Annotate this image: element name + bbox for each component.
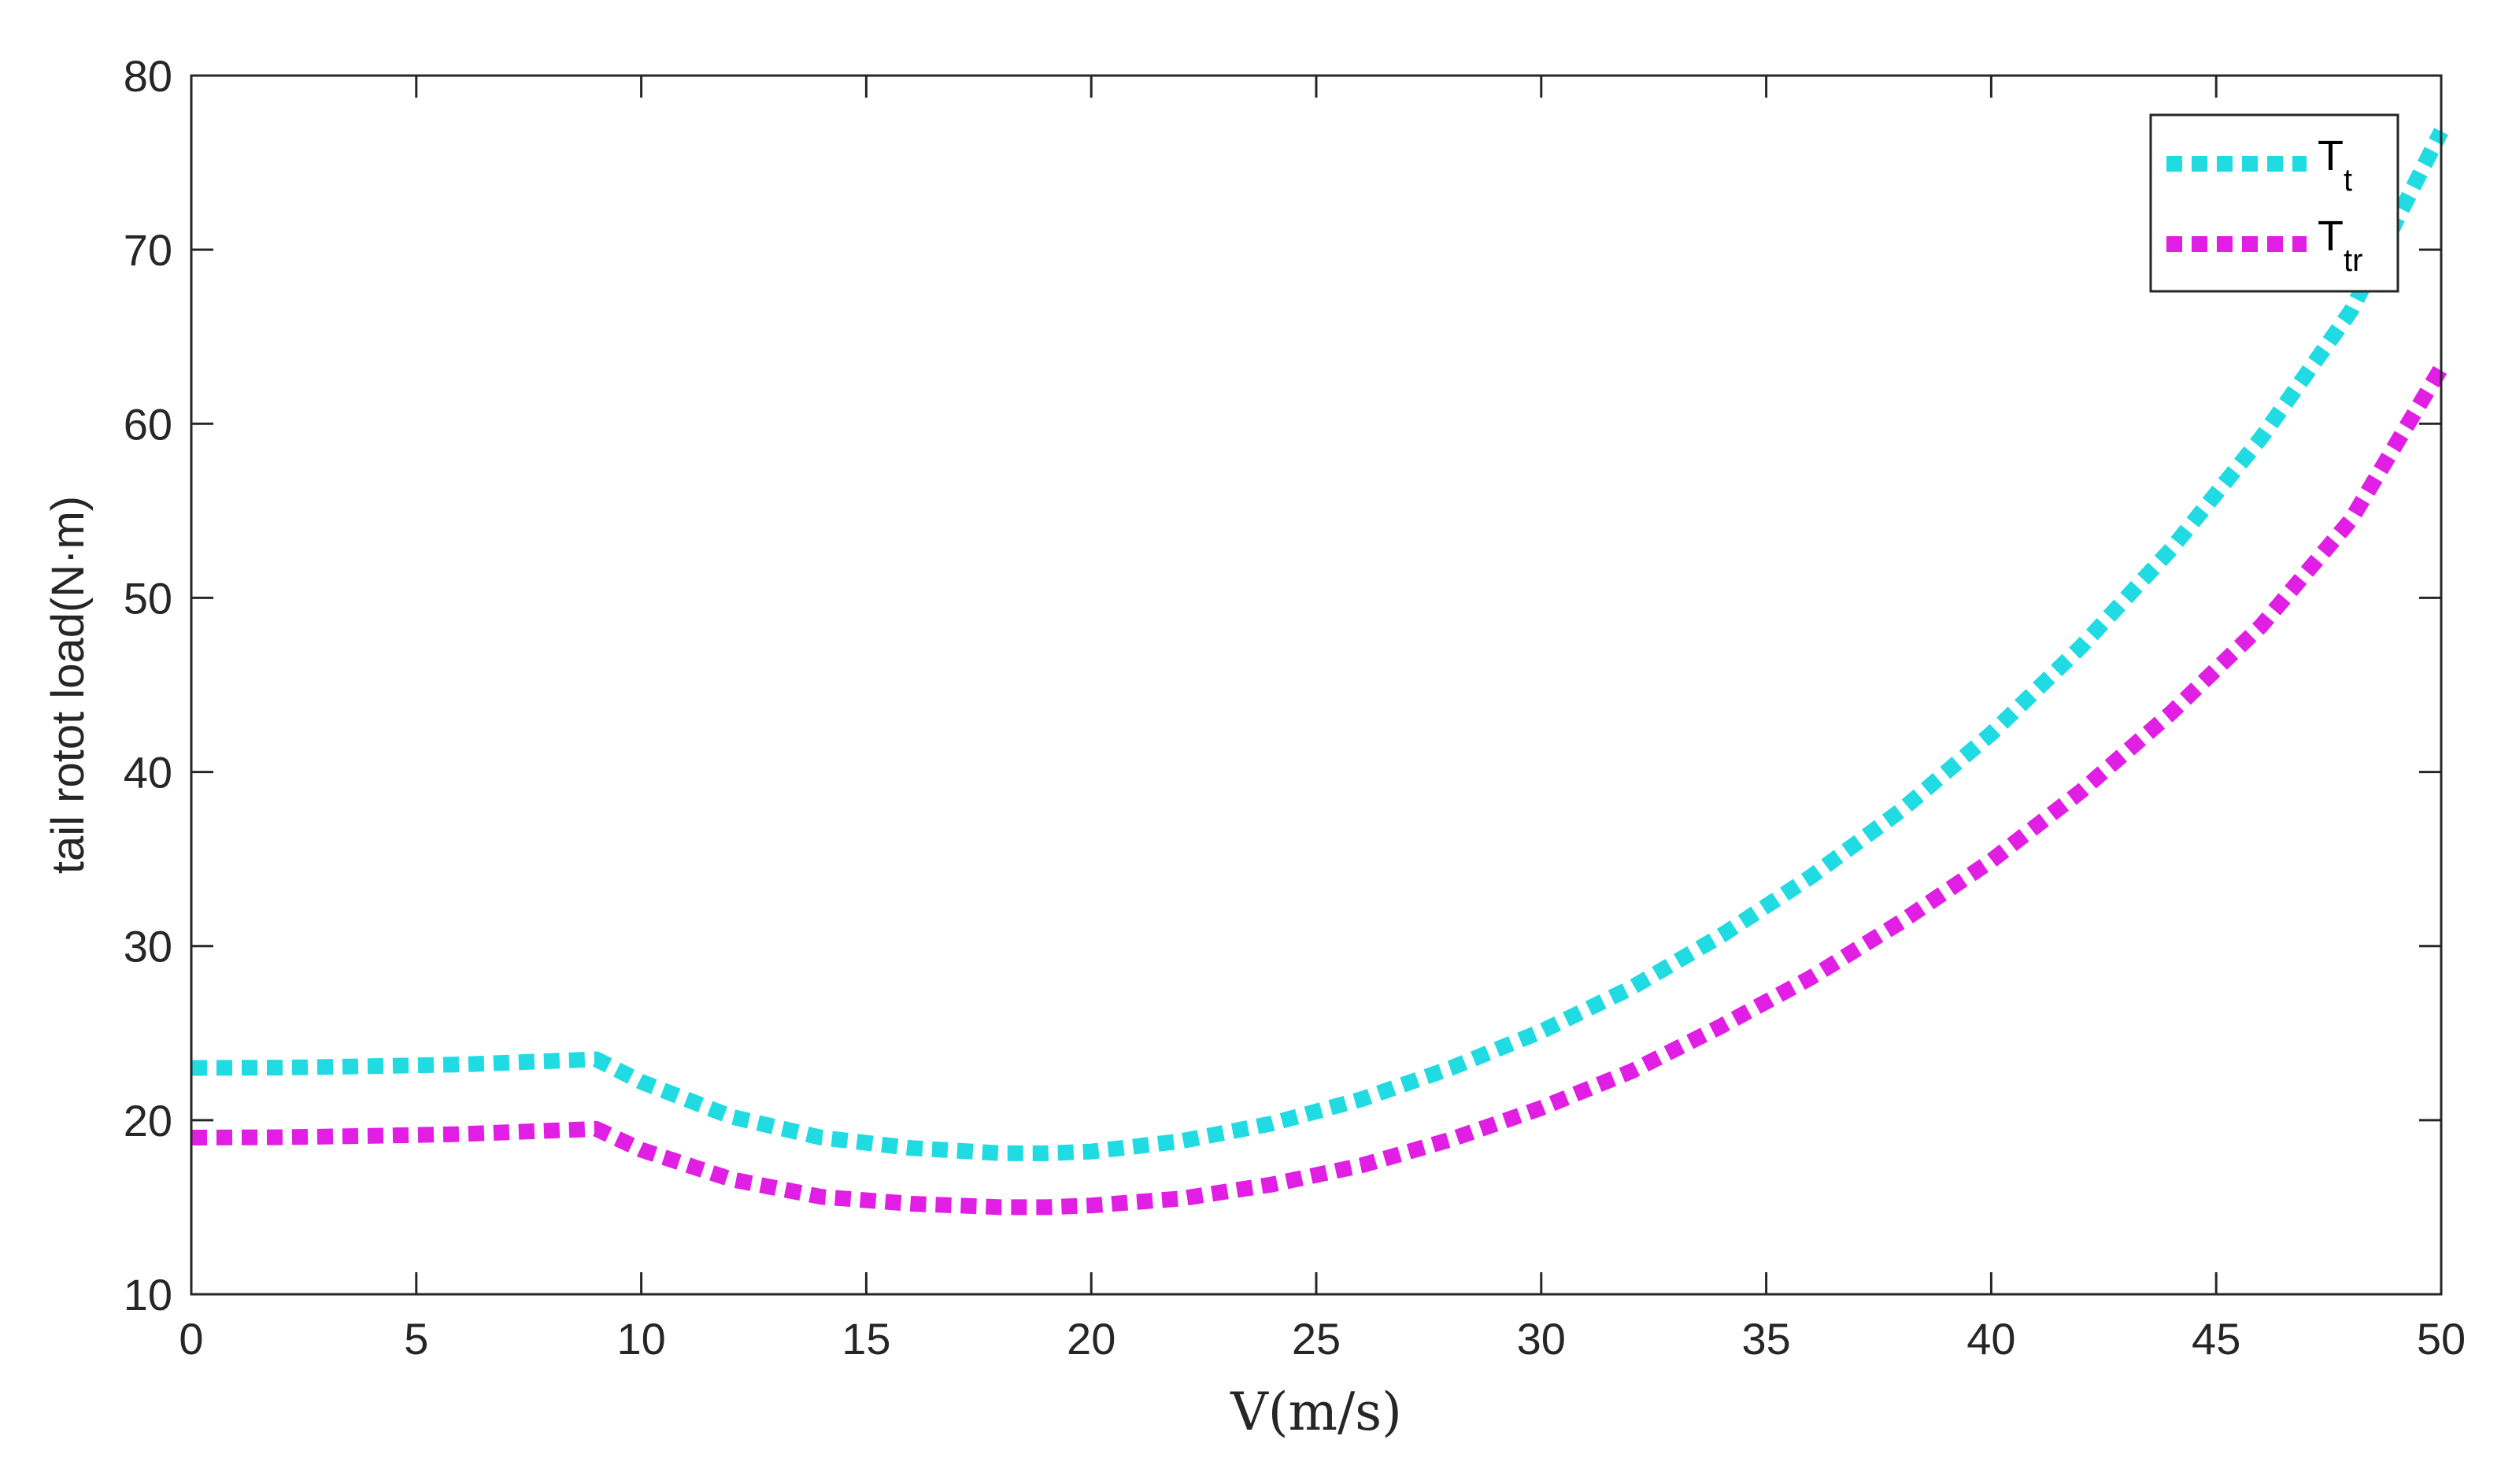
x-tick-label: 25 [1292, 1314, 1341, 1364]
x-tick-label: 50 [2417, 1314, 2466, 1364]
x-tick-label: 45 [2192, 1314, 2240, 1364]
series-line-ttr [191, 364, 2448, 1216]
x-tick-label: 0 [179, 1314, 203, 1364]
x-tick-label: 40 [1966, 1314, 2015, 1364]
y-axis: 10 20 30 40 50 60 70 80 [124, 51, 2441, 1319]
x-tick-label: 15 [842, 1314, 890, 1364]
y-tick-label: 30 [124, 922, 172, 971]
y-tick-label: 10 [124, 1270, 172, 1319]
y-tick-label: 20 [124, 1096, 172, 1145]
x-tick-label: 30 [1517, 1314, 1566, 1364]
y-tick-label: 50 [124, 573, 172, 623]
x-tick-label: 10 [616, 1314, 665, 1364]
y-axis-label: tail rotot load(N·m) [43, 496, 94, 874]
plot-background [191, 76, 2441, 1294]
series-layer [191, 128, 2448, 1216]
y-tick-label: 80 [124, 51, 172, 101]
x-axis: 0 5 10 15 20 25 30 35 40 45 50 [179, 76, 2466, 1364]
legend-box [2149, 113, 2399, 293]
x-tick-label: 20 [1067, 1314, 1115, 1364]
legend-label-tt: Tt [2318, 132, 2352, 198]
y-tick-label: 40 [124, 748, 172, 798]
series-line-tt [191, 128, 2448, 1161]
y-tick-label: 70 [124, 225, 172, 275]
x-tick-label: 35 [1741, 1314, 1790, 1364]
legend-label-ttr: Ttr [2318, 213, 2362, 278]
y-tick-label: 60 [124, 399, 172, 449]
x-axis-label: V(m/s) [1230, 1382, 1402, 1442]
x-tick-label: 5 [404, 1314, 428, 1364]
legend: Tt Ttr [2149, 113, 2399, 293]
